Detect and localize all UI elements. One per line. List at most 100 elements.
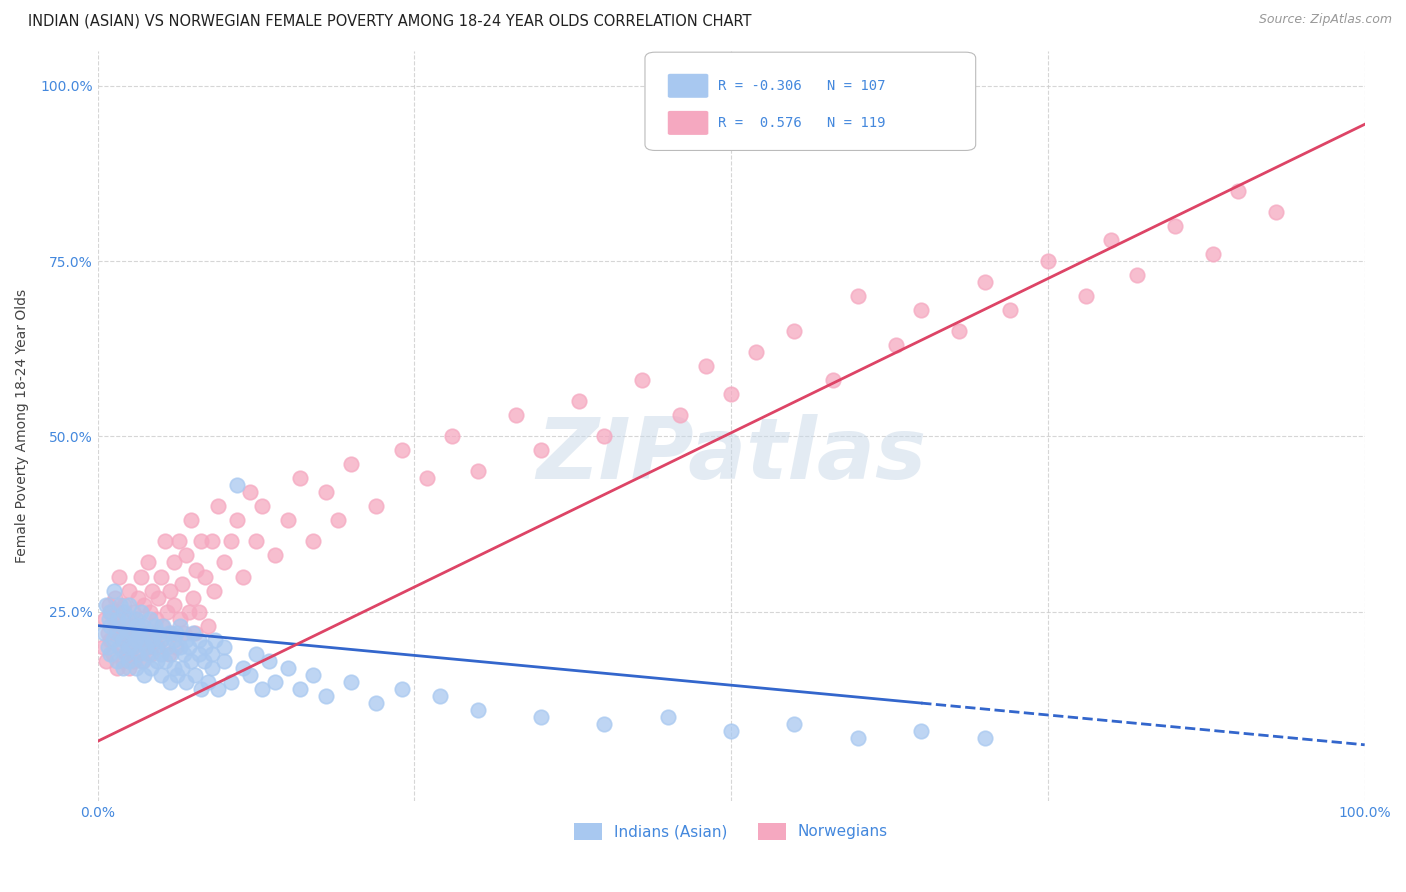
Point [111, 654, 134, 668]
Point [149, 569, 172, 583]
Point [277, 661, 299, 675]
Point [152, 618, 174, 632]
Text: ZIPatlas: ZIPatlas [536, 414, 927, 497]
Point [115, 647, 138, 661]
Point [239, 485, 262, 500]
Point [1226, 184, 1249, 198]
Point [156, 640, 179, 654]
Point [98, 611, 121, 625]
Point [1125, 268, 1147, 282]
Point [127, 591, 149, 605]
Point [340, 458, 363, 472]
Point [114, 647, 136, 661]
Point [219, 534, 242, 549]
Point [93, 625, 115, 640]
Point [148, 625, 170, 640]
Point [149, 667, 172, 681]
Point [593, 716, 616, 731]
Point [181, 591, 204, 605]
Point [180, 654, 202, 668]
Point [720, 387, 742, 401]
Point [290, 471, 312, 485]
Point [149, 632, 172, 647]
Point [98, 605, 121, 619]
Point [1201, 247, 1223, 261]
Point [97, 625, 120, 640]
Point [201, 534, 224, 549]
Point [631, 373, 654, 387]
Point [593, 429, 616, 443]
Point [131, 632, 153, 647]
Point [118, 640, 141, 654]
Point [118, 583, 141, 598]
Point [112, 598, 135, 612]
Point [657, 710, 679, 724]
Point [139, 647, 162, 661]
Point [101, 647, 124, 661]
Point [429, 689, 451, 703]
Point [197, 618, 219, 632]
Point [124, 611, 146, 625]
Point [138, 605, 160, 619]
Point [174, 674, 197, 689]
Point [193, 654, 215, 668]
Point [117, 618, 139, 632]
Point [181, 625, 204, 640]
Point [1099, 233, 1122, 247]
Point [138, 611, 160, 625]
Point [105, 625, 128, 640]
Point [149, 632, 172, 647]
Point [128, 632, 150, 647]
Point [162, 661, 184, 675]
Point [169, 640, 191, 654]
Point [416, 471, 439, 485]
Point [172, 576, 194, 591]
Point [148, 591, 170, 605]
Point [846, 731, 869, 745]
Point [159, 674, 181, 689]
Point [177, 640, 200, 654]
Point [111, 632, 134, 647]
Point [97, 640, 120, 654]
Point [162, 598, 184, 612]
Point [568, 394, 591, 409]
Text: R =  0.576   N = 119: R = 0.576 N = 119 [718, 116, 886, 130]
Point [169, 611, 191, 625]
Point [118, 654, 141, 668]
Point [204, 632, 226, 647]
Point [252, 681, 274, 696]
Point [174, 632, 197, 647]
Point [98, 598, 121, 612]
Point [94, 611, 117, 625]
Point [505, 409, 527, 423]
Point [194, 569, 217, 583]
Point [467, 464, 489, 478]
Point [110, 640, 132, 654]
Point [131, 618, 153, 632]
Point [127, 647, 149, 661]
Point [124, 661, 146, 675]
Point [821, 373, 844, 387]
Text: INDIAN (ASIAN) VS NORWEGIAN FEMALE POVERTY AMONG 18-24 YEAR OLDS CORRELATION CHA: INDIAN (ASIAN) VS NORWEGIAN FEMALE POVER… [28, 13, 752, 29]
Point [135, 625, 157, 640]
Text: R = -0.306   N = 107: R = -0.306 N = 107 [718, 78, 886, 93]
Point [98, 618, 121, 632]
Point [103, 618, 125, 632]
Point [202, 583, 225, 598]
Point [143, 618, 166, 632]
Point [184, 667, 207, 681]
Point [226, 478, 249, 492]
Point [160, 625, 183, 640]
Point [180, 513, 202, 527]
Point [122, 605, 145, 619]
Point [101, 632, 124, 647]
Point [277, 513, 299, 527]
Point [129, 605, 152, 619]
Point [111, 611, 134, 625]
Point [745, 345, 768, 359]
Point [245, 534, 267, 549]
Point [132, 618, 155, 632]
Point [124, 625, 146, 640]
Point [173, 647, 195, 661]
Point [118, 661, 141, 675]
